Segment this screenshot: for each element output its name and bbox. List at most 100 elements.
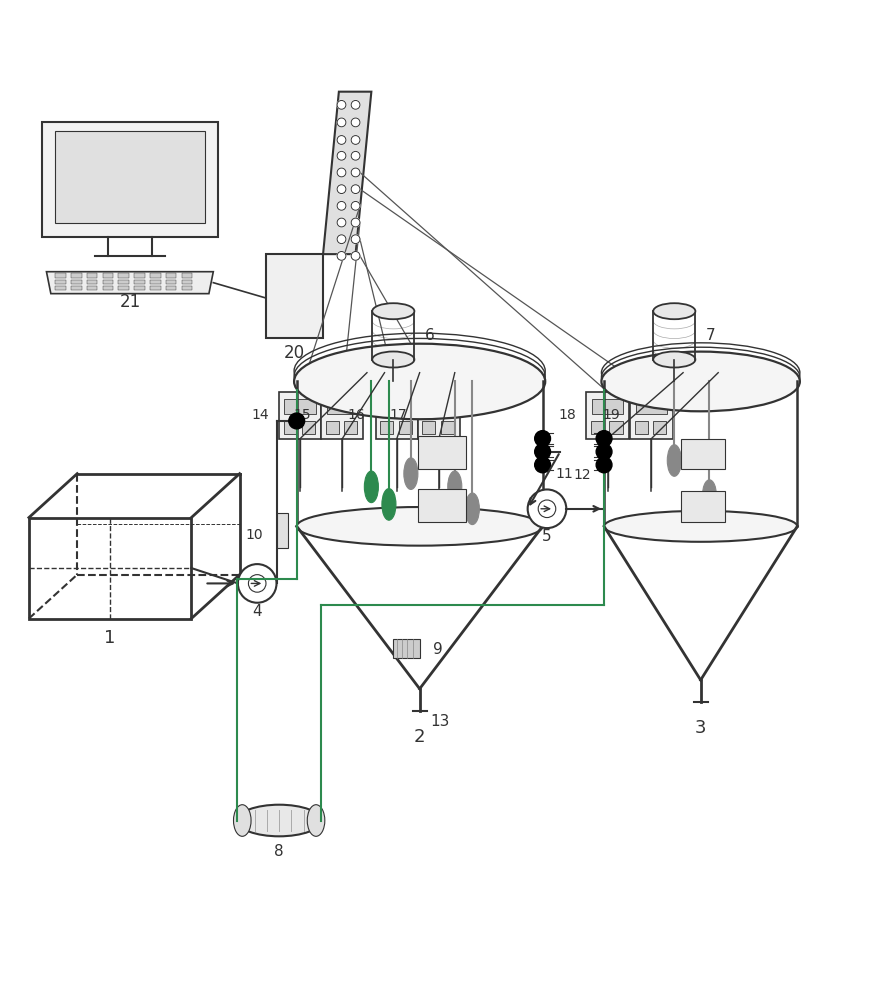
- Bar: [87, 273, 97, 278]
- Ellipse shape: [238, 564, 277, 603]
- Circle shape: [337, 201, 346, 210]
- Ellipse shape: [653, 351, 696, 368]
- Bar: [636, 399, 667, 414]
- Bar: [103, 280, 113, 284]
- Bar: [42, 122, 218, 237]
- Text: 1: 1: [104, 629, 116, 647]
- Ellipse shape: [372, 303, 415, 319]
- Circle shape: [351, 151, 360, 160]
- Circle shape: [351, 251, 360, 260]
- Circle shape: [351, 100, 360, 109]
- Bar: [119, 280, 129, 284]
- Bar: [681, 491, 725, 522]
- Polygon shape: [323, 92, 371, 254]
- Bar: [441, 421, 454, 434]
- Bar: [631, 392, 673, 439]
- Bar: [302, 421, 315, 434]
- Circle shape: [351, 168, 360, 177]
- Text: 3: 3: [695, 719, 706, 737]
- Circle shape: [337, 218, 346, 227]
- Bar: [166, 280, 177, 284]
- Circle shape: [351, 185, 360, 194]
- Text: 9: 9: [433, 642, 442, 657]
- Text: 20: 20: [284, 344, 305, 362]
- Bar: [71, 286, 81, 290]
- Bar: [103, 286, 113, 290]
- Bar: [321, 392, 363, 439]
- Circle shape: [337, 118, 346, 127]
- Circle shape: [351, 218, 360, 227]
- Ellipse shape: [667, 445, 681, 476]
- Text: 2: 2: [414, 728, 425, 746]
- Bar: [284, 421, 297, 434]
- Bar: [417, 436, 467, 469]
- Bar: [326, 421, 339, 434]
- Bar: [376, 392, 417, 439]
- Circle shape: [337, 100, 346, 109]
- Text: 18: 18: [558, 408, 576, 422]
- Circle shape: [534, 457, 550, 473]
- Bar: [399, 421, 412, 434]
- Bar: [285, 399, 316, 414]
- Bar: [55, 286, 66, 290]
- Bar: [55, 280, 66, 284]
- Bar: [393, 639, 419, 658]
- Circle shape: [534, 431, 550, 446]
- Text: 16: 16: [348, 408, 365, 422]
- Bar: [29, 518, 192, 619]
- Circle shape: [337, 185, 346, 194]
- Circle shape: [351, 118, 360, 127]
- Text: 7: 7: [706, 328, 715, 343]
- Circle shape: [351, 218, 360, 227]
- Circle shape: [337, 251, 346, 260]
- Bar: [135, 280, 145, 284]
- Circle shape: [337, 100, 346, 109]
- Bar: [55, 273, 66, 278]
- Bar: [587, 392, 629, 439]
- Ellipse shape: [528, 489, 566, 528]
- Bar: [423, 399, 455, 414]
- Circle shape: [337, 118, 346, 127]
- Circle shape: [289, 413, 305, 429]
- Bar: [71, 273, 81, 278]
- Circle shape: [351, 136, 360, 144]
- Bar: [103, 273, 113, 278]
- Bar: [150, 273, 161, 278]
- Bar: [422, 421, 435, 434]
- Text: 10: 10: [245, 528, 263, 542]
- Circle shape: [337, 151, 346, 160]
- Circle shape: [337, 235, 346, 244]
- Ellipse shape: [307, 805, 325, 836]
- Bar: [277, 513, 288, 548]
- Ellipse shape: [404, 458, 417, 489]
- Text: 4: 4: [252, 604, 262, 619]
- Circle shape: [351, 168, 360, 177]
- Bar: [681, 439, 725, 469]
- Circle shape: [351, 118, 360, 127]
- Bar: [653, 421, 666, 434]
- Ellipse shape: [234, 805, 251, 836]
- Circle shape: [337, 218, 346, 227]
- Circle shape: [337, 168, 346, 177]
- Circle shape: [596, 444, 612, 460]
- Circle shape: [337, 235, 346, 244]
- Ellipse shape: [382, 489, 396, 520]
- Circle shape: [337, 185, 346, 194]
- Text: 11: 11: [556, 467, 574, 481]
- Bar: [150, 280, 161, 284]
- Bar: [182, 280, 192, 284]
- Ellipse shape: [237, 805, 321, 836]
- Bar: [166, 286, 177, 290]
- Ellipse shape: [653, 303, 696, 319]
- Text: 21: 21: [120, 293, 141, 311]
- Circle shape: [337, 168, 346, 177]
- Circle shape: [351, 201, 360, 210]
- Circle shape: [351, 185, 360, 194]
- Circle shape: [337, 201, 346, 210]
- Circle shape: [351, 100, 360, 109]
- Bar: [381, 399, 413, 414]
- Bar: [609, 421, 623, 434]
- Bar: [591, 399, 624, 414]
- Ellipse shape: [372, 351, 415, 368]
- Bar: [635, 421, 648, 434]
